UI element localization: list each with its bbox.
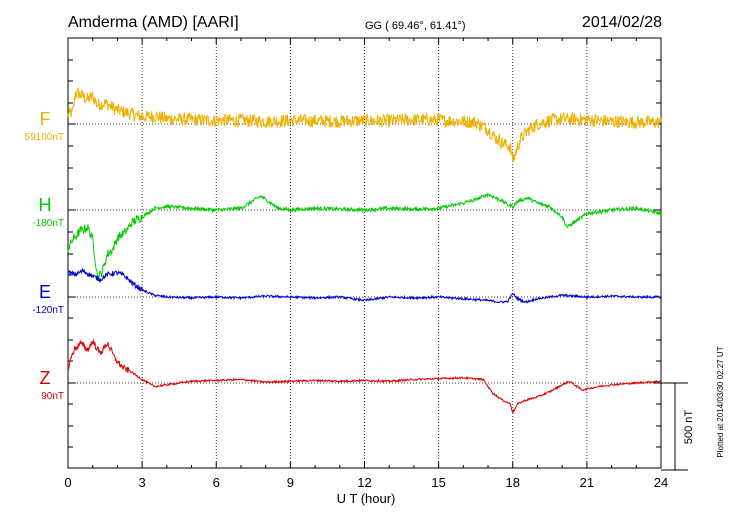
series-name-H: H (39, 195, 52, 215)
scale-bar: 500 nT (661, 382, 695, 471)
series-baseline-label-E: -120nT (32, 305, 64, 316)
series-baseline-label-H: -180nT (32, 218, 64, 229)
x-tick-label-12: 12 (357, 475, 371, 490)
series-name-Z: Z (40, 368, 51, 388)
grid-layer (68, 38, 661, 468)
series-line-H (67, 191, 662, 282)
x-tick-label-15: 15 (431, 475, 445, 490)
station-coords: GG ( 69.46°, 61.41°) (365, 20, 466, 32)
series-name-F: F (40, 109, 51, 129)
x-tick-label-21: 21 (580, 475, 594, 490)
series-line-F (67, 87, 662, 163)
x-axis-label: U T (hour) (337, 491, 396, 506)
x-tick-label-6: 6 (213, 475, 220, 490)
chart-title: Amderma (AMD) [AARI] (68, 14, 239, 31)
x-tick-label-24: 24 (654, 475, 668, 490)
x-tick-label-9: 9 (287, 475, 294, 490)
x-tick-label-18: 18 (506, 475, 520, 490)
chart-date: 2014/02/28 (582, 14, 662, 31)
series-baseline-label-F: 59100nT (25, 132, 64, 143)
series-layer (67, 87, 662, 415)
x-tick-label-3: 3 (139, 475, 146, 490)
plotted-note: Plotted at 2014/03/30 02:27 UT (716, 346, 725, 457)
scale-bar-label: 500 nT (683, 410, 695, 445)
plot-frame (67, 37, 662, 469)
ticks-layer: 0 3 6 9 12 15 18 21 24 (64, 38, 668, 490)
x-tick-label-0: 0 (64, 475, 71, 490)
labels-layer: F 59100nT H -180nT E -120nT Z 90nT (25, 109, 64, 402)
series-name-E: E (39, 282, 51, 302)
series-line-Z (67, 338, 662, 415)
series-line-E (67, 267, 661, 304)
series-baseline-label-Z: 90nT (41, 391, 64, 402)
